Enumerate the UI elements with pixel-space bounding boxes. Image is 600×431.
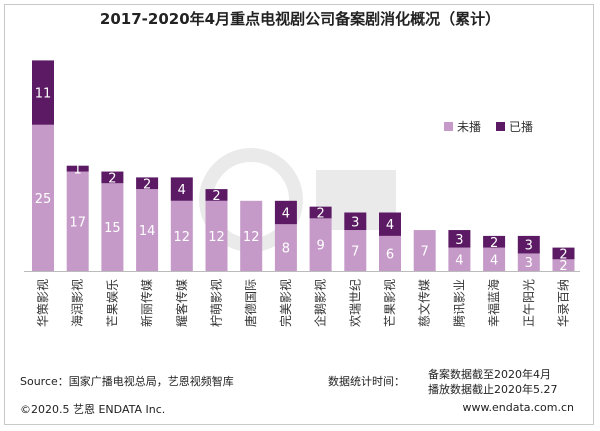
bar-played-10 — [379, 212, 401, 236]
category-label-6: 唐德国际 — [243, 279, 258, 327]
bar-unplayed-8 — [309, 218, 332, 271]
bar-unplayed-10 — [379, 235, 401, 271]
category-label-1: 海润影视 — [70, 279, 85, 327]
bar-unplayed-3 — [136, 189, 159, 271]
data-label-unplayed-7: 8 — [282, 242, 290, 257]
stat-time-label: 数据统计时间： — [328, 375, 405, 388]
category-label-2: 芒果娱乐 — [104, 279, 119, 327]
legend-swatch-unplayed — [444, 122, 453, 131]
category-label-5: 柠萌影视 — [209, 279, 224, 327]
data-label-unplayed-13: 4 — [490, 253, 498, 268]
category-label-9: 欢瑞世纪 — [347, 279, 362, 327]
stat-record-date: 备案数据截至2020年4月 — [428, 368, 551, 381]
data-label-played-4: 4 — [178, 183, 186, 198]
bar-played-1 — [66, 165, 89, 172]
data-label-unplayed-14: 3 — [525, 256, 533, 271]
bar-unplayed-9 — [344, 230, 367, 271]
bar-played-15 — [552, 247, 575, 260]
data-label-played-5: 2 — [212, 189, 220, 204]
data-label-unplayed-5: 12 — [208, 230, 225, 245]
category-label-4: 耀客传媒 — [174, 279, 189, 327]
bar-unplayed-1 — [66, 171, 89, 271]
category-label-14: 正午阳光 — [522, 279, 536, 327]
bar-played-7 — [274, 200, 297, 225]
category-label-7: 完美影视 — [278, 279, 293, 327]
category-label-3: 新丽传媒 — [139, 279, 154, 327]
data-label-played-14: 3 — [525, 239, 533, 254]
data-label-played-13: 2 — [490, 236, 498, 251]
category-label-12: 腾讯影业 — [451, 279, 466, 327]
bar-unplayed-12 — [448, 247, 471, 271]
data-label-unplayed-1: 17 — [69, 215, 86, 230]
data-label-unplayed-10: 6 — [386, 247, 394, 262]
legend-label-played: 已播 — [509, 120, 533, 134]
bar-played-3 — [136, 177, 159, 190]
data-label-unplayed-12: 4 — [455, 253, 463, 268]
data-label-played-0: 11 — [35, 87, 52, 102]
data-label-played-12: 3 — [455, 233, 463, 248]
bar-played-5 — [205, 189, 228, 201]
data-label-unplayed-2: 15 — [104, 221, 121, 236]
bar-unplayed-15 — [552, 259, 575, 271]
data-label-played-2: 2 — [108, 171, 116, 186]
bar-unplayed-14 — [517, 253, 540, 271]
bar-played-8 — [309, 206, 332, 219]
bar-unplayed-11 — [413, 230, 436, 271]
data-label-played-7: 4 — [282, 207, 290, 222]
bar-played-9 — [344, 212, 367, 231]
data-label-played-3: 2 — [143, 177, 151, 192]
legend-label-unplayed: 未播 — [457, 120, 481, 134]
data-label-played-9: 3 — [351, 215, 359, 230]
legend-swatch-played — [496, 122, 505, 131]
bar-played-4 — [170, 177, 193, 201]
category-label-8: 企鹅影视 — [313, 279, 328, 327]
bar-unplayed-0 — [32, 124, 54, 271]
bar-unplayed-13 — [483, 247, 506, 271]
category-label-10: 芒果影视 — [382, 279, 397, 327]
data-label-unplayed-15: 2 — [559, 259, 567, 274]
data-label-played-15: 2 — [559, 247, 567, 262]
category-label-11: 慈文传媒 — [417, 279, 432, 327]
source-note: Source：国家广播电视总局，艺恩视频智库 — [20, 375, 234, 388]
bar-unplayed-2 — [101, 183, 124, 271]
data-label-unplayed-3: 14 — [139, 224, 156, 239]
bar-unplayed-4 — [170, 200, 193, 271]
bar-played-13 — [483, 235, 506, 248]
stat-play-date: 播放数据截止2020年5.27 — [428, 383, 558, 396]
data-label-played-1: 1 — [74, 163, 82, 178]
category-label-0: 华策影视 — [35, 279, 50, 327]
category-label-13: 幸福蓝海 — [486, 279, 501, 327]
bar-unplayed-5 — [205, 200, 228, 271]
data-label-unplayed-9: 7 — [351, 245, 359, 260]
bar-played-14 — [517, 235, 540, 254]
category-label-15: 华录百纳 — [557, 279, 571, 327]
data-label-unplayed-0: 25 — [35, 192, 52, 207]
bar-played-0 — [32, 60, 54, 125]
bar-unplayed-6 — [240, 200, 263, 271]
data-label-unplayed-8: 9 — [316, 239, 324, 254]
bar-unplayed-7 — [274, 224, 297, 271]
data-label-played-10: 4 — [386, 218, 394, 233]
data-label-unplayed-11: 7 — [421, 245, 429, 260]
data-label-unplayed-4: 12 — [174, 230, 191, 245]
website: www.endata.com.cn — [462, 401, 575, 414]
chart-title: 2017-2020年4月重点电视剧公司备案剧消化概况（累计） — [99, 10, 501, 28]
bar-played-2 — [101, 171, 124, 184]
bar-played-12 — [448, 230, 471, 248]
copyright: ©2020.5 艺恩 ENDATA Inc. — [20, 403, 166, 416]
data-label-played-8: 2 — [316, 207, 324, 222]
data-label-unplayed-6: 12 — [243, 230, 260, 245]
